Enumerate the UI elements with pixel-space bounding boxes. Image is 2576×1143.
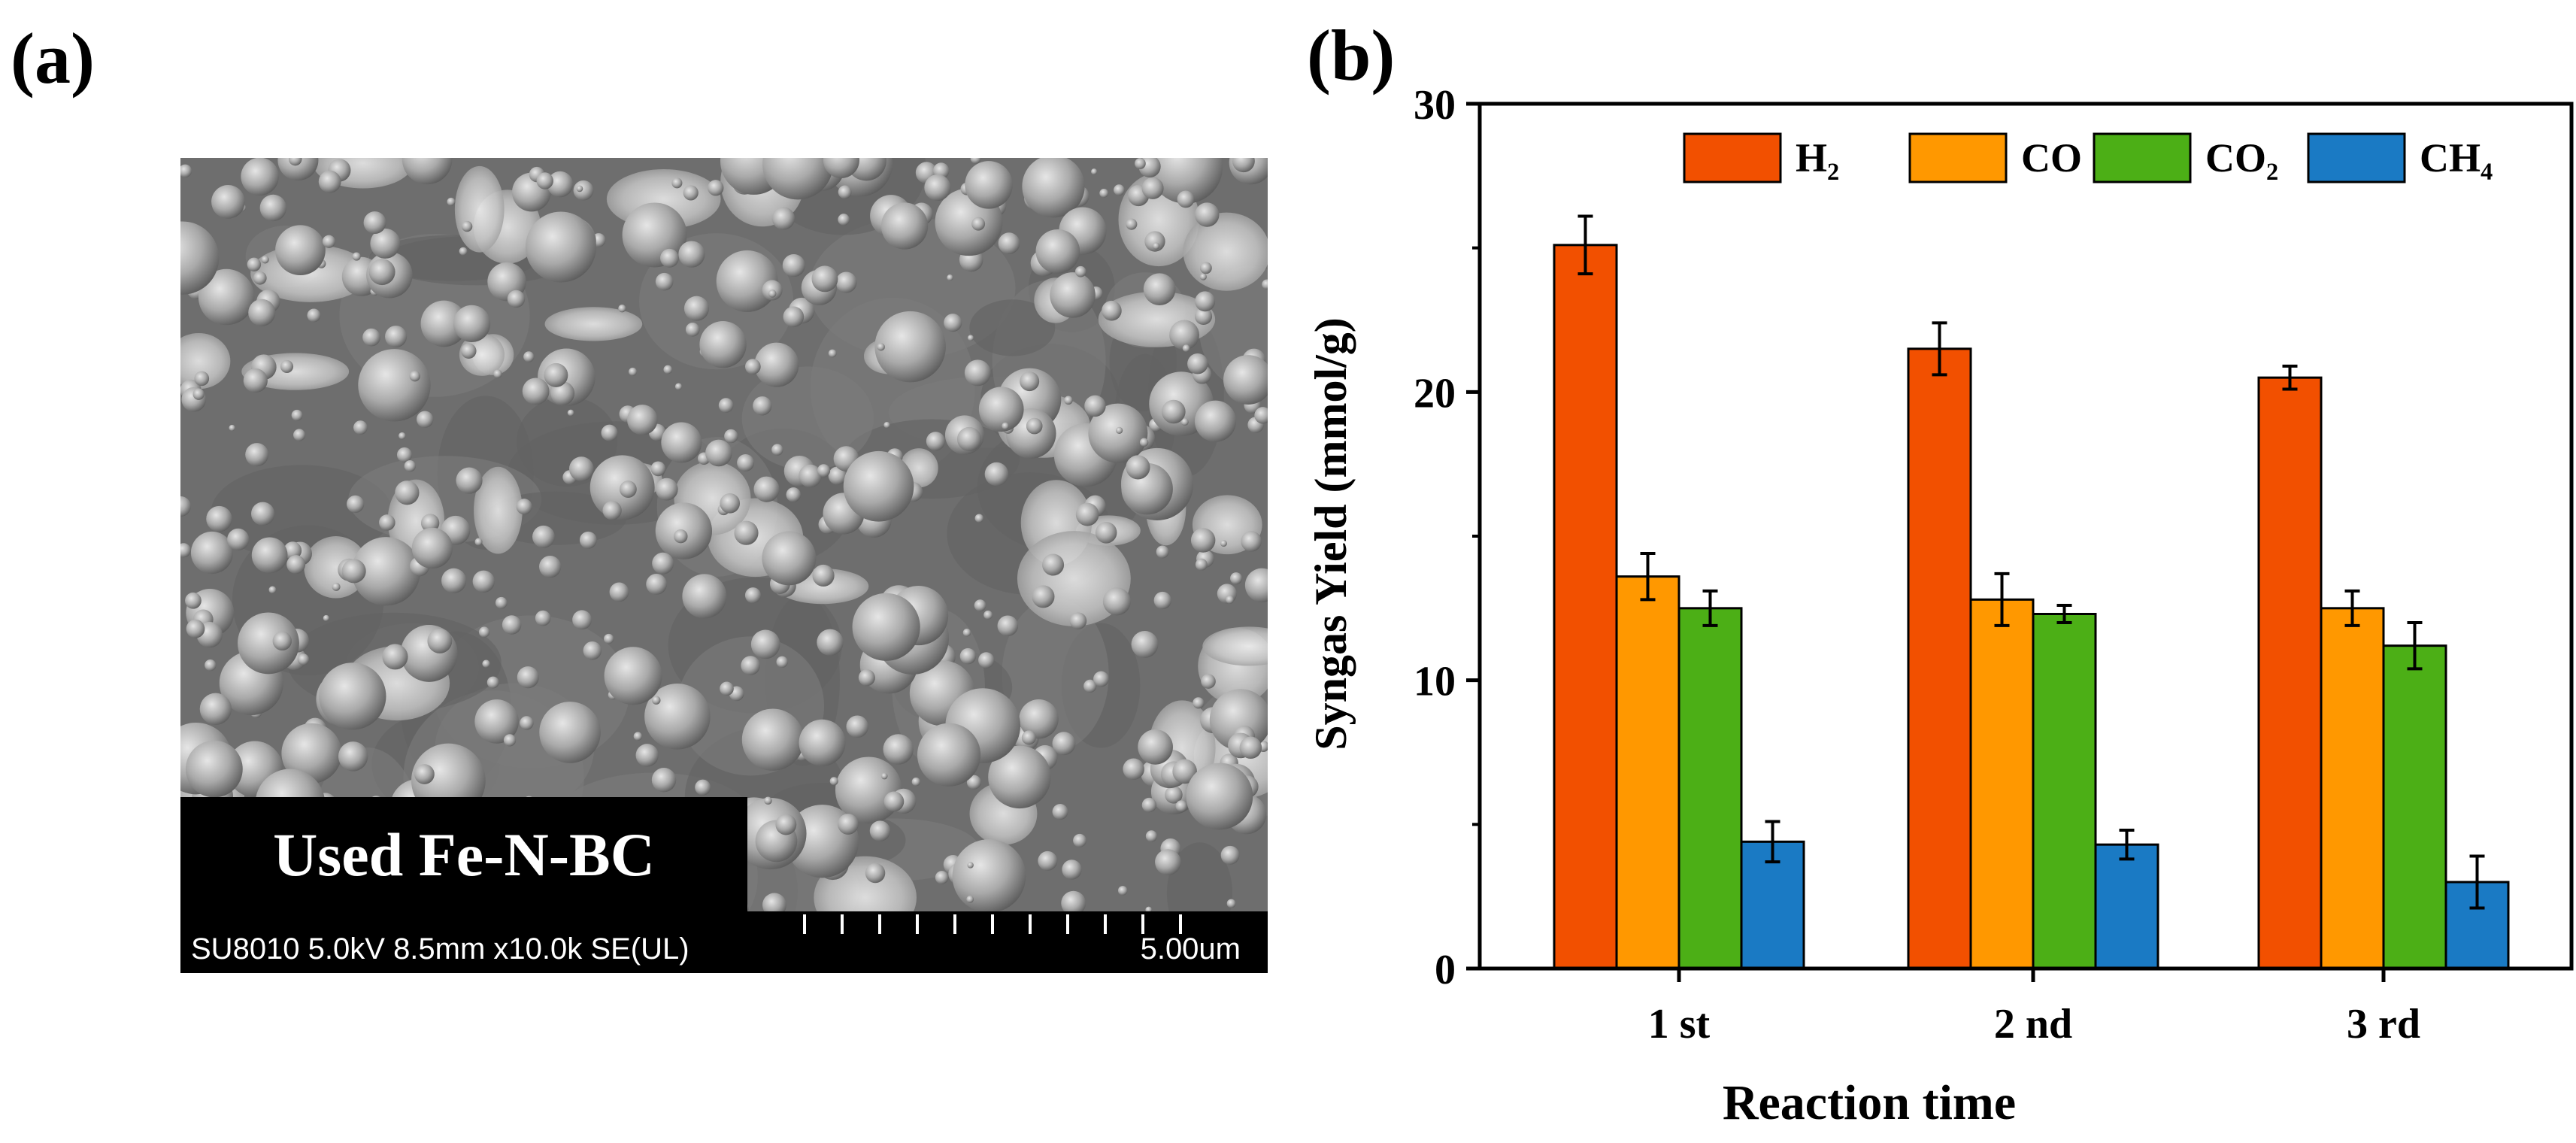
legend-item-1: H₂	[1683, 132, 1839, 183]
error-bar-1-3	[2282, 364, 2298, 391]
legend-label: H₂	[1796, 135, 1839, 180]
sem-info-bar: SU8010 5.0kV 8.5mm x10.0k SE(UL) 5.00um	[180, 911, 1268, 973]
x-tick-label: 2 nd	[1994, 1001, 2072, 1047]
y-tick-label: 10	[1414, 659, 1456, 705]
legend-item-4: CH₄	[2307, 132, 2493, 183]
axes-layer: 0 10 20 30 1 st 2 nd 3 rd	[1414, 82, 2574, 1047]
bar-3-1	[1677, 607, 1743, 970]
error-bar-3-1	[1702, 589, 1718, 627]
bar-chart: 0 10 20 30 1 st 2 nd 3 rd H₂ CO CO₂ CH₄ Reaction …	[1306, 82, 2574, 1130]
error-bar-1-1	[1577, 214, 1593, 276]
bar-2-3	[2320, 607, 2385, 970]
legend-swatch	[2093, 132, 2192, 183]
legend-swatch	[2307, 132, 2406, 183]
error-bar-3-3	[2407, 621, 2423, 671]
legend-label: CO	[2021, 135, 2082, 180]
bar-1-2	[1907, 347, 1972, 970]
scale-label: 5.00um	[1140, 932, 1241, 966]
bar-3-2	[2032, 613, 2097, 970]
bar-1-3	[2257, 376, 2323, 970]
sample-label: Used Fe-N-BC	[273, 820, 655, 889]
error-bar-2-3	[2344, 589, 2360, 627]
legend-label: CH₄	[2420, 135, 2493, 180]
bar-4-2	[2094, 843, 2159, 970]
error-bar-4-2	[2119, 829, 2135, 861]
x-tick-label: 1 st	[1648, 1001, 1711, 1047]
y-tick-label: 20	[1414, 370, 1456, 417]
legend-swatch	[1908, 132, 2008, 183]
y-tick-label: 30	[1414, 82, 1456, 129]
legend-swatch	[1683, 132, 1782, 183]
error-bar-1-2	[1932, 321, 1947, 377]
scale-bar	[803, 914, 1182, 934]
bar-1-1	[1553, 244, 1618, 970]
sample-label-box: Used Fe-N-BC	[180, 797, 747, 913]
y-tick-label: 0	[1435, 947, 1456, 993]
sem-info-text: SU8010 5.0kV 8.5mm x10.0k SE(UL)	[191, 932, 689, 966]
x-tick-label: 3 rd	[2347, 1001, 2420, 1047]
error-bar-4-1	[1765, 820, 1780, 864]
error-bar-4-3	[2469, 854, 2485, 910]
legend-item-2: CO	[1908, 132, 2082, 183]
legend: H₂ CO CO₂ CH₄	[1683, 132, 2493, 183]
bar-2-2	[1969, 598, 2035, 970]
error-bar-3-2	[2056, 604, 2072, 624]
bars-layer	[1553, 214, 2510, 970]
error-bar-2-2	[1994, 572, 2010, 627]
panel-label-a: (a)	[11, 18, 95, 99]
sem-micrograph: Used Fe-N-BC SU8010 5.0kV 8.5mm x10.0k S…	[180, 158, 1268, 973]
bar-2-1	[1615, 575, 1680, 970]
legend-label: CO₂	[2205, 135, 2278, 180]
legend-item-3: CO₂	[2093, 132, 2278, 183]
error-bar-2-1	[1640, 552, 1656, 602]
panel-label-b: (b)	[1307, 15, 1396, 96]
x-axis-label: Reaction time	[1723, 1075, 2016, 1130]
y-axis-label: Syngas Yield (mmol/g)	[1306, 317, 1356, 750]
bar-3-3	[2382, 644, 2447, 970]
